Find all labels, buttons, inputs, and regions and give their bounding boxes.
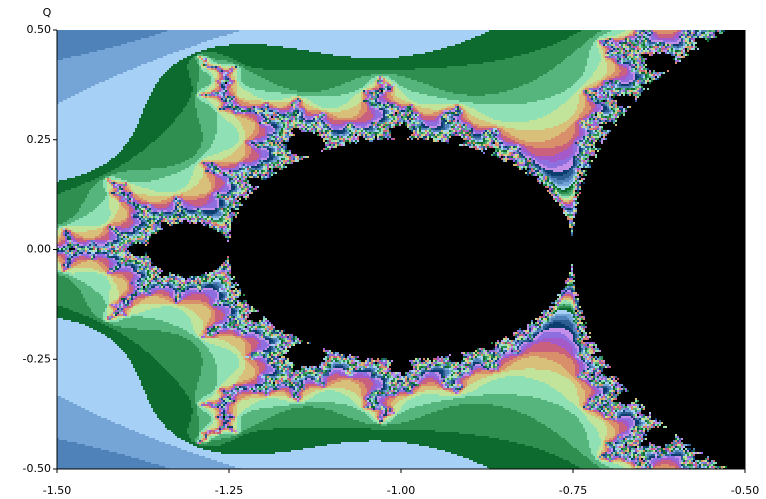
fractal-image — [57, 30, 746, 470]
chart: Q 0.500.250.00-0.25-0.50-1.50-1.25-1.00-… — [0, 0, 766, 499]
